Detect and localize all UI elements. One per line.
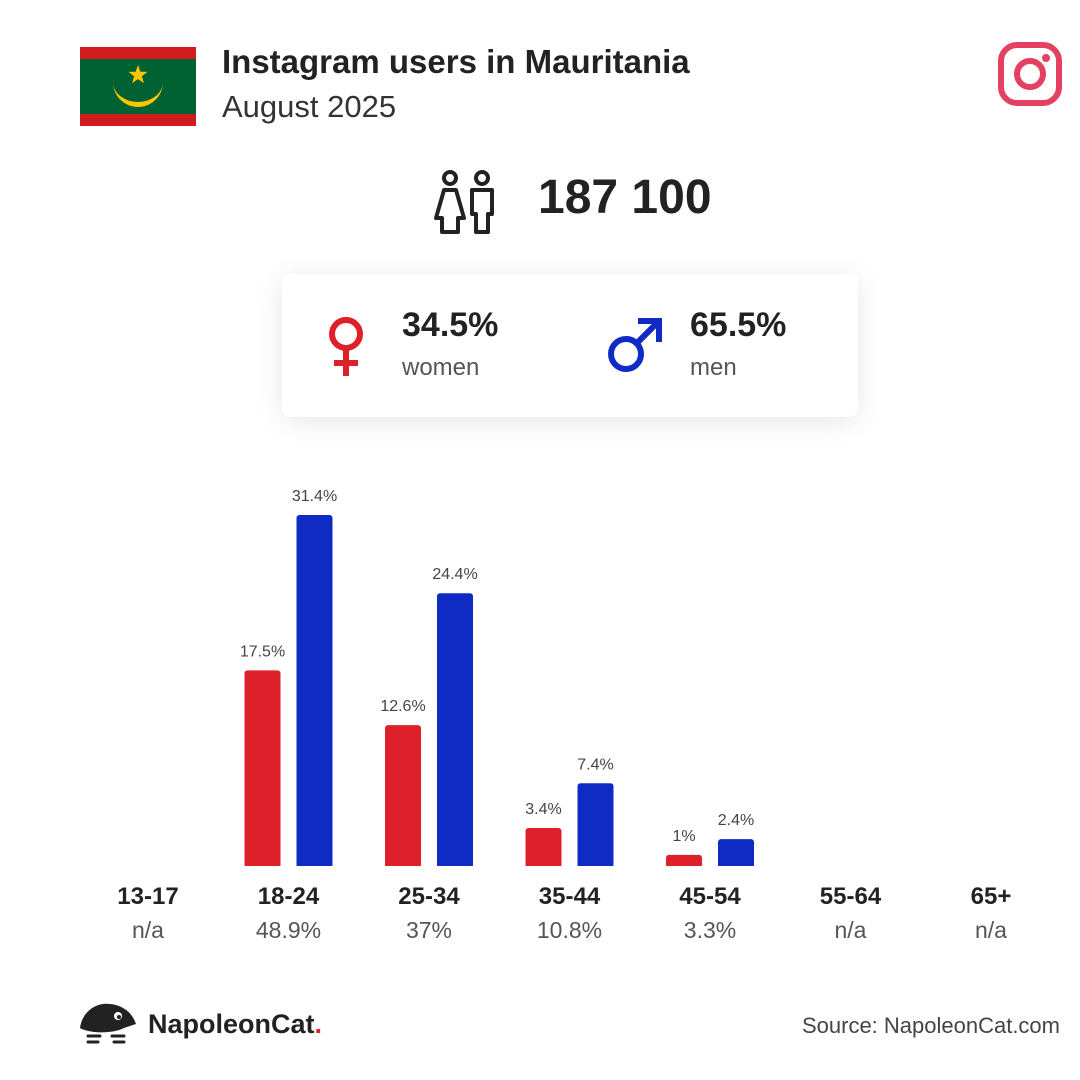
bar-label-women-18-24: 17.5% bbox=[240, 643, 285, 660]
age-total: n/a bbox=[132, 917, 164, 943]
bar-label-men-25-34: 24.4% bbox=[432, 566, 477, 583]
bar-men-45-54 bbox=[718, 839, 754, 868]
bar-label-men-35-44: 7.4% bbox=[577, 756, 613, 773]
bar-women-18-24 bbox=[244, 670, 281, 868]
source-text: Source: NapoleonCat.com bbox=[801, 1013, 1060, 1038]
age-group-18-24: 18-24 48.9% bbox=[219, 883, 359, 944]
age-group-65+: 65+ n/a bbox=[921, 883, 1061, 944]
age-label: 25-34 bbox=[398, 883, 460, 910]
bar-men-25-34 bbox=[437, 593, 473, 868]
gender-split-card: 34.5% women 65.5% men bbox=[282, 274, 858, 417]
age-label: 45-54 bbox=[679, 883, 741, 910]
age-gender-bar-chart: 17.5% 31.4% 12.6% 24.4% 3.4% 7.4% 1% 2.4% bbox=[0, 488, 1080, 870]
age-group-13-17: 13-17 n/a bbox=[78, 883, 218, 944]
men-label: men bbox=[690, 354, 737, 381]
men-percent: 65.5% bbox=[690, 306, 787, 344]
bar-label-men-45-54: 2.4% bbox=[718, 812, 754, 829]
age-label: 65+ bbox=[970, 883, 1012, 910]
bar-label-women-35-44: 3.4% bbox=[525, 801, 561, 818]
bar-label-women-25-34: 12.6% bbox=[380, 698, 425, 715]
brand-name: NapoleonCat. bbox=[148, 1009, 323, 1039]
napoleoncat-logo-icon bbox=[80, 1003, 136, 1044]
female-symbol-icon bbox=[329, 317, 363, 376]
age-total: 37% bbox=[405, 917, 453, 943]
age-group-45-54: 45-54 3.3% bbox=[640, 883, 780, 944]
bar-men-35-44 bbox=[577, 783, 614, 868]
age-total: 3.3% bbox=[683, 917, 737, 943]
page-title: Instagram users in Mauritania bbox=[222, 43, 690, 80]
age-total: 10.8% bbox=[536, 917, 603, 943]
bar-women-25-34 bbox=[385, 725, 421, 868]
age-label: 18-24 bbox=[257, 883, 320, 910]
bar-label-women-45-54: 1% bbox=[672, 828, 695, 845]
bar-women-35-44 bbox=[525, 827, 562, 868]
brand-dot: . bbox=[314, 1009, 323, 1039]
bar-women-45-54 bbox=[666, 854, 702, 868]
page-subtitle: August 2025 bbox=[222, 89, 397, 124]
mauritania-flag-icon bbox=[80, 47, 196, 126]
users-icon bbox=[434, 170, 494, 234]
age-total: n/a bbox=[975, 917, 1007, 943]
bar-label-men-18-24: 31.4% bbox=[292, 488, 337, 505]
age-total: n/a bbox=[834, 917, 867, 943]
women-label: women bbox=[402, 354, 480, 381]
women-percent: 34.5% bbox=[402, 306, 499, 344]
age-total: 48.9% bbox=[255, 917, 322, 943]
chart-baseline-mask bbox=[0, 866, 1080, 870]
age-group-25-34: 25-34 37% bbox=[359, 883, 499, 944]
age-group-55-64: 55-64 n/a bbox=[781, 883, 921, 944]
male-symbol-icon bbox=[608, 318, 662, 372]
total-users-value: 187 100 bbox=[538, 171, 712, 224]
age-group-35-44: 35-44 10.8% bbox=[500, 883, 640, 944]
age-label: 55-64 bbox=[819, 883, 882, 910]
bar-men-18-24 bbox=[296, 515, 333, 868]
instagram-icon bbox=[998, 42, 1062, 106]
age-label: 35-44 bbox=[538, 883, 601, 910]
age-label: 13-17 bbox=[117, 883, 179, 910]
